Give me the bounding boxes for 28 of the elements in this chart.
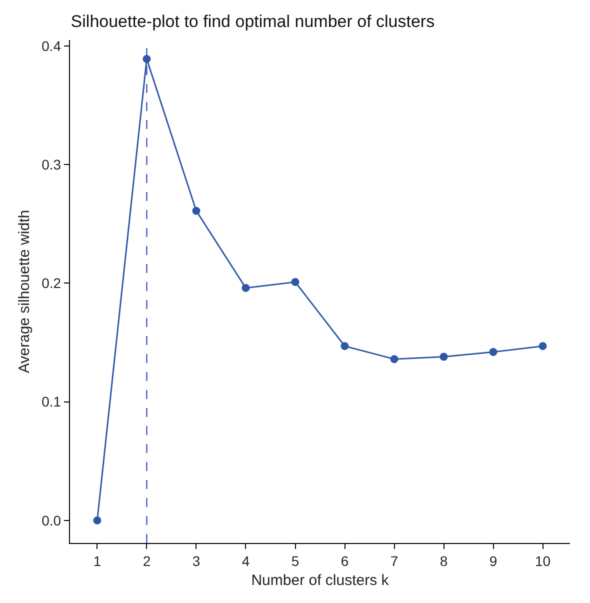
x-tick-label: 1 (93, 552, 102, 569)
chart-title: Silhouette-plot to find optimal number of clusters (70, 12, 435, 31)
point (489, 348, 498, 356)
x-tick-label: 6 (340, 552, 349, 569)
point (440, 352, 448, 361)
x-tick-label: 3 (192, 552, 200, 569)
x-tick-label: 9 (489, 552, 498, 569)
x-tick-label: 5 (291, 552, 300, 569)
x-tick-label: 7 (390, 552, 398, 569)
point (142, 54, 151, 63)
y-tick-label: 0.3 (42, 156, 62, 172)
point (242, 284, 250, 292)
x-tick-label: 8 (440, 552, 448, 569)
y-tick-label: 0.0 (42, 512, 62, 528)
point (291, 278, 300, 286)
y-tick-label: 0.1 (42, 394, 62, 410)
point (93, 516, 102, 524)
x-tick-label: 4 (242, 552, 250, 569)
point (192, 206, 200, 215)
point (340, 342, 349, 350)
x-tick-label: 2 (142, 552, 151, 569)
x-axis-title: Number of clusters k (251, 572, 390, 589)
y-axis-title: Average silhouette width (16, 210, 33, 374)
point (390, 355, 398, 364)
y-tick-label: 0.2 (42, 275, 62, 292)
x-tick-label: 10 (534, 552, 551, 569)
point (538, 342, 547, 350)
y-tick-label: 0.4 (42, 38, 62, 54)
